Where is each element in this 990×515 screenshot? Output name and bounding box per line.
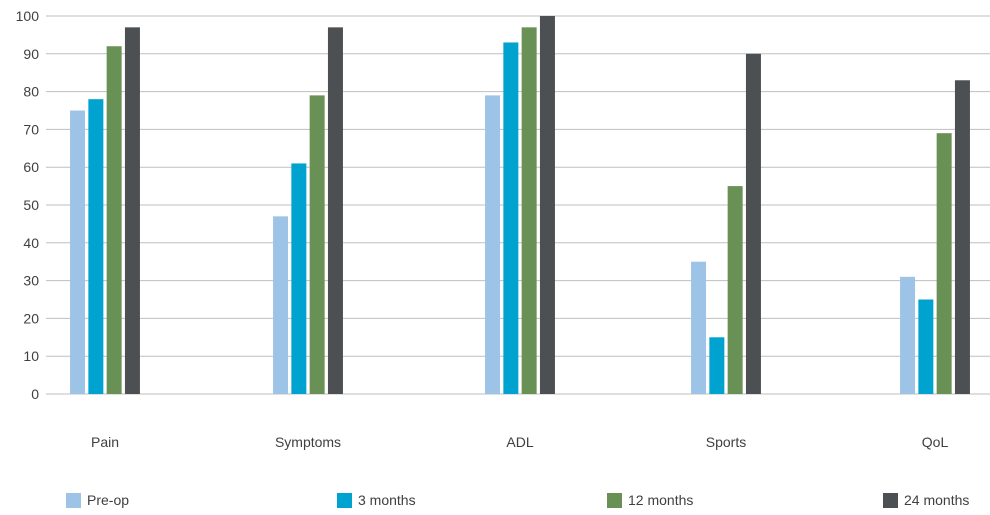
bar-adl-1 [503,42,519,395]
bar-adl-2 [521,27,537,395]
y-tick-label: 40 [23,235,39,251]
bar-pain-0 [70,110,86,394]
bar-sports-0 [691,261,707,394]
y-tick-label: 0 [31,386,39,402]
legend-label: 12 months [628,492,694,508]
bar-sports-2 [727,186,743,394]
legend-swatch [66,492,81,508]
y-tick-label: 70 [23,121,39,137]
bar-adl-0 [485,95,501,394]
bar-chart: 0 10 20 30 40 50 60 70 80 90 100 Pain Symptoms ADL Sp… [16,8,990,450]
y-tick-label: 90 [23,46,39,62]
y-tick-label: 30 [23,273,39,289]
bar-sports-3 [745,53,761,395]
bar-symptoms-0 [273,216,289,394]
legend-label: 3 months [358,492,416,508]
x-category-label: ADL [506,434,533,450]
x-axis-categories: Pain Symptoms ADL Sports QoL [91,434,948,450]
bar-pain-3 [124,27,140,395]
y-tick-label: 20 [23,310,39,326]
x-category-label: Sports [706,434,746,450]
bars [70,16,970,395]
bar-qol-2 [936,133,952,394]
legend-swatch [883,492,898,508]
x-category-label: Pain [91,434,119,450]
x-category-label: Symptoms [275,434,341,450]
legend-swatch [337,492,352,508]
bar-qol-3 [954,80,970,394]
bar-pain-1 [88,99,104,394]
x-category-label: QoL [922,434,949,450]
legend-item-3-months: 3 months [337,492,416,508]
y-tick-label: 80 [23,84,39,100]
bar-adl-3 [539,16,555,394]
y-axis-ticks: 0 10 20 30 40 50 60 70 80 90 100 [16,8,40,402]
legend-swatch [607,492,622,508]
legend-item-12-months: 12 months [607,492,693,508]
legend-item-24-months: 24 months [883,492,969,508]
y-tick-label: 10 [23,348,39,364]
legend-label: 24 months [904,492,970,508]
y-tick-label: 50 [23,197,39,213]
bar-symptoms-3 [327,27,343,395]
bar-symptoms-2 [309,95,325,394]
bar-qol-1 [918,299,934,394]
bar-sports-1 [709,337,725,394]
legend-item-pre-op: Pre-op [66,492,129,508]
legend: Pre-op 3 months 12 months 24 months [0,492,990,514]
bar-pain-2 [106,46,122,395]
bar-symptoms-1 [291,163,307,394]
legend-label: Pre-op [87,492,130,508]
y-tick-label: 60 [23,159,39,175]
bar-qol-0 [900,276,916,394]
y-tick-label: 100 [16,8,40,24]
